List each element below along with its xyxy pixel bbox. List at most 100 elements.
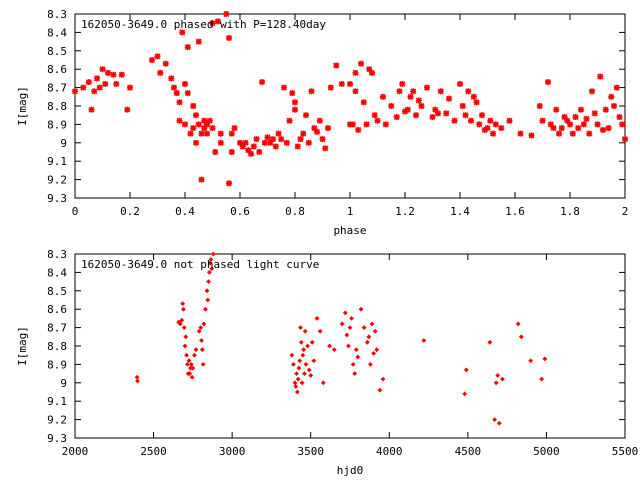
unphased-data-point xyxy=(300,352,306,358)
phased-data-point xyxy=(360,99,367,106)
phased-data-point xyxy=(473,99,480,106)
unphased-data-point xyxy=(181,306,186,312)
unphased-data-point xyxy=(500,376,505,382)
unphased-data-point xyxy=(297,358,303,364)
unphased-y-tick-label: 8.7 xyxy=(47,322,67,335)
unphased-data-point xyxy=(135,378,140,384)
unphased-data-point xyxy=(176,319,182,325)
phased-data-point xyxy=(297,136,304,143)
unphased-data-point xyxy=(302,328,308,334)
unphased-data-point xyxy=(308,373,314,378)
unphased-x-tick-label: 3000 xyxy=(219,445,246,458)
phased-x-tick-label: 1.2 xyxy=(395,205,415,218)
phased-data-point xyxy=(382,121,389,128)
phased-y-tick-label: 8.8 xyxy=(47,100,67,113)
unphased-data-point xyxy=(518,334,524,340)
phased-data-point xyxy=(591,110,598,117)
unphased-data-point xyxy=(539,376,545,382)
phased-data-point xyxy=(259,79,265,86)
phased-data-point xyxy=(319,136,326,143)
phased-data-point xyxy=(190,103,197,109)
phased-data-point xyxy=(176,117,183,124)
phased-y-tick-label: 9.3 xyxy=(47,192,67,205)
unphased-data-point xyxy=(189,374,195,380)
unphased-data-point xyxy=(421,338,427,343)
phased-y-tick-label: 8.9 xyxy=(47,118,67,131)
unphased-data-point xyxy=(190,365,196,371)
phased-x-tick-label: 1 xyxy=(347,205,354,218)
phased-data-point xyxy=(286,117,293,124)
unphased-data-point xyxy=(187,371,193,376)
phased-data-point xyxy=(217,130,224,137)
phased-data-point xyxy=(349,121,356,128)
phased-data-point xyxy=(616,114,623,121)
phased-data-point xyxy=(198,130,205,137)
phased-data-point xyxy=(184,44,191,51)
phased-data-point xyxy=(404,106,411,113)
phased-data-point xyxy=(437,88,444,95)
phased-data-point xyxy=(418,103,425,109)
phased-data-point xyxy=(578,106,584,113)
phased-data-point xyxy=(176,99,183,106)
phased-data-point xyxy=(204,130,210,137)
unphased-data-point xyxy=(380,376,386,382)
phased-data-point xyxy=(195,38,202,45)
phased-data-point xyxy=(583,115,590,122)
unphased-data-point xyxy=(204,288,210,294)
unphased-data-point xyxy=(314,316,320,321)
phased-data-point xyxy=(118,71,125,78)
unphased-data-point xyxy=(462,391,468,397)
phased-data-point xyxy=(124,106,131,113)
phased-data-point xyxy=(316,117,323,124)
unphased-data-point xyxy=(295,376,301,382)
unphased-data-point xyxy=(301,347,307,353)
phased-data-point xyxy=(102,80,109,87)
phased-data-point xyxy=(157,69,164,76)
unphased-data-point xyxy=(292,380,298,386)
phased-data-point xyxy=(333,62,340,69)
unphased-data-point xyxy=(182,343,188,349)
unphased-data-point xyxy=(487,339,493,345)
phased-data-point xyxy=(303,112,309,119)
unphased-y-tick-label: 9.2 xyxy=(47,414,67,427)
phased-data-point xyxy=(292,99,298,106)
phased-data-point xyxy=(231,125,238,132)
phased-data-point xyxy=(569,130,576,137)
phased-data-point xyxy=(586,130,593,137)
unphased-y-tick-label: 9 xyxy=(60,377,67,390)
phased-x-tick-label: 0.2 xyxy=(120,205,140,218)
phased-data-point xyxy=(380,93,386,100)
unphased-y-tick-label: 9.1 xyxy=(47,395,67,408)
unphased-data-point xyxy=(320,380,326,386)
unphased-data-point xyxy=(177,321,183,327)
unphased-data-point xyxy=(208,257,214,262)
unphased-data-point xyxy=(184,362,190,367)
phased-y-axis-title: I[mag] xyxy=(16,86,29,126)
phased-x-tick-label: 0.4 xyxy=(175,205,195,218)
unphased-data-point xyxy=(346,343,351,349)
phased-x-tick-label: 2 xyxy=(622,205,629,218)
unphased-data-point xyxy=(364,339,370,345)
unphased-data-point xyxy=(306,367,312,373)
phased-data-point xyxy=(602,106,609,113)
unphased-data-point xyxy=(327,343,332,349)
phased-data-point xyxy=(613,84,620,91)
phased-data-point xyxy=(105,69,111,76)
phased-data-point xyxy=(264,134,271,141)
unphased-data-point xyxy=(199,347,205,353)
phased-y-tick-label: 8.5 xyxy=(47,45,67,58)
phased-data-point xyxy=(162,60,169,67)
phased-data-point xyxy=(270,136,276,143)
phased-data-point xyxy=(173,90,180,97)
phased-x-tick-label: 0.8 xyxy=(285,205,305,218)
unphased-data-point xyxy=(331,347,337,353)
phased-data-point xyxy=(154,53,161,60)
unphased-data-point xyxy=(209,266,215,272)
unphased-data-point xyxy=(294,389,300,395)
phased-data-point xyxy=(369,69,375,76)
phased-data-point xyxy=(289,90,296,97)
phased-data-point xyxy=(314,128,320,135)
phased-data-point xyxy=(399,80,406,87)
unphased-data-point xyxy=(299,380,305,386)
phased-data-point xyxy=(193,112,199,119)
